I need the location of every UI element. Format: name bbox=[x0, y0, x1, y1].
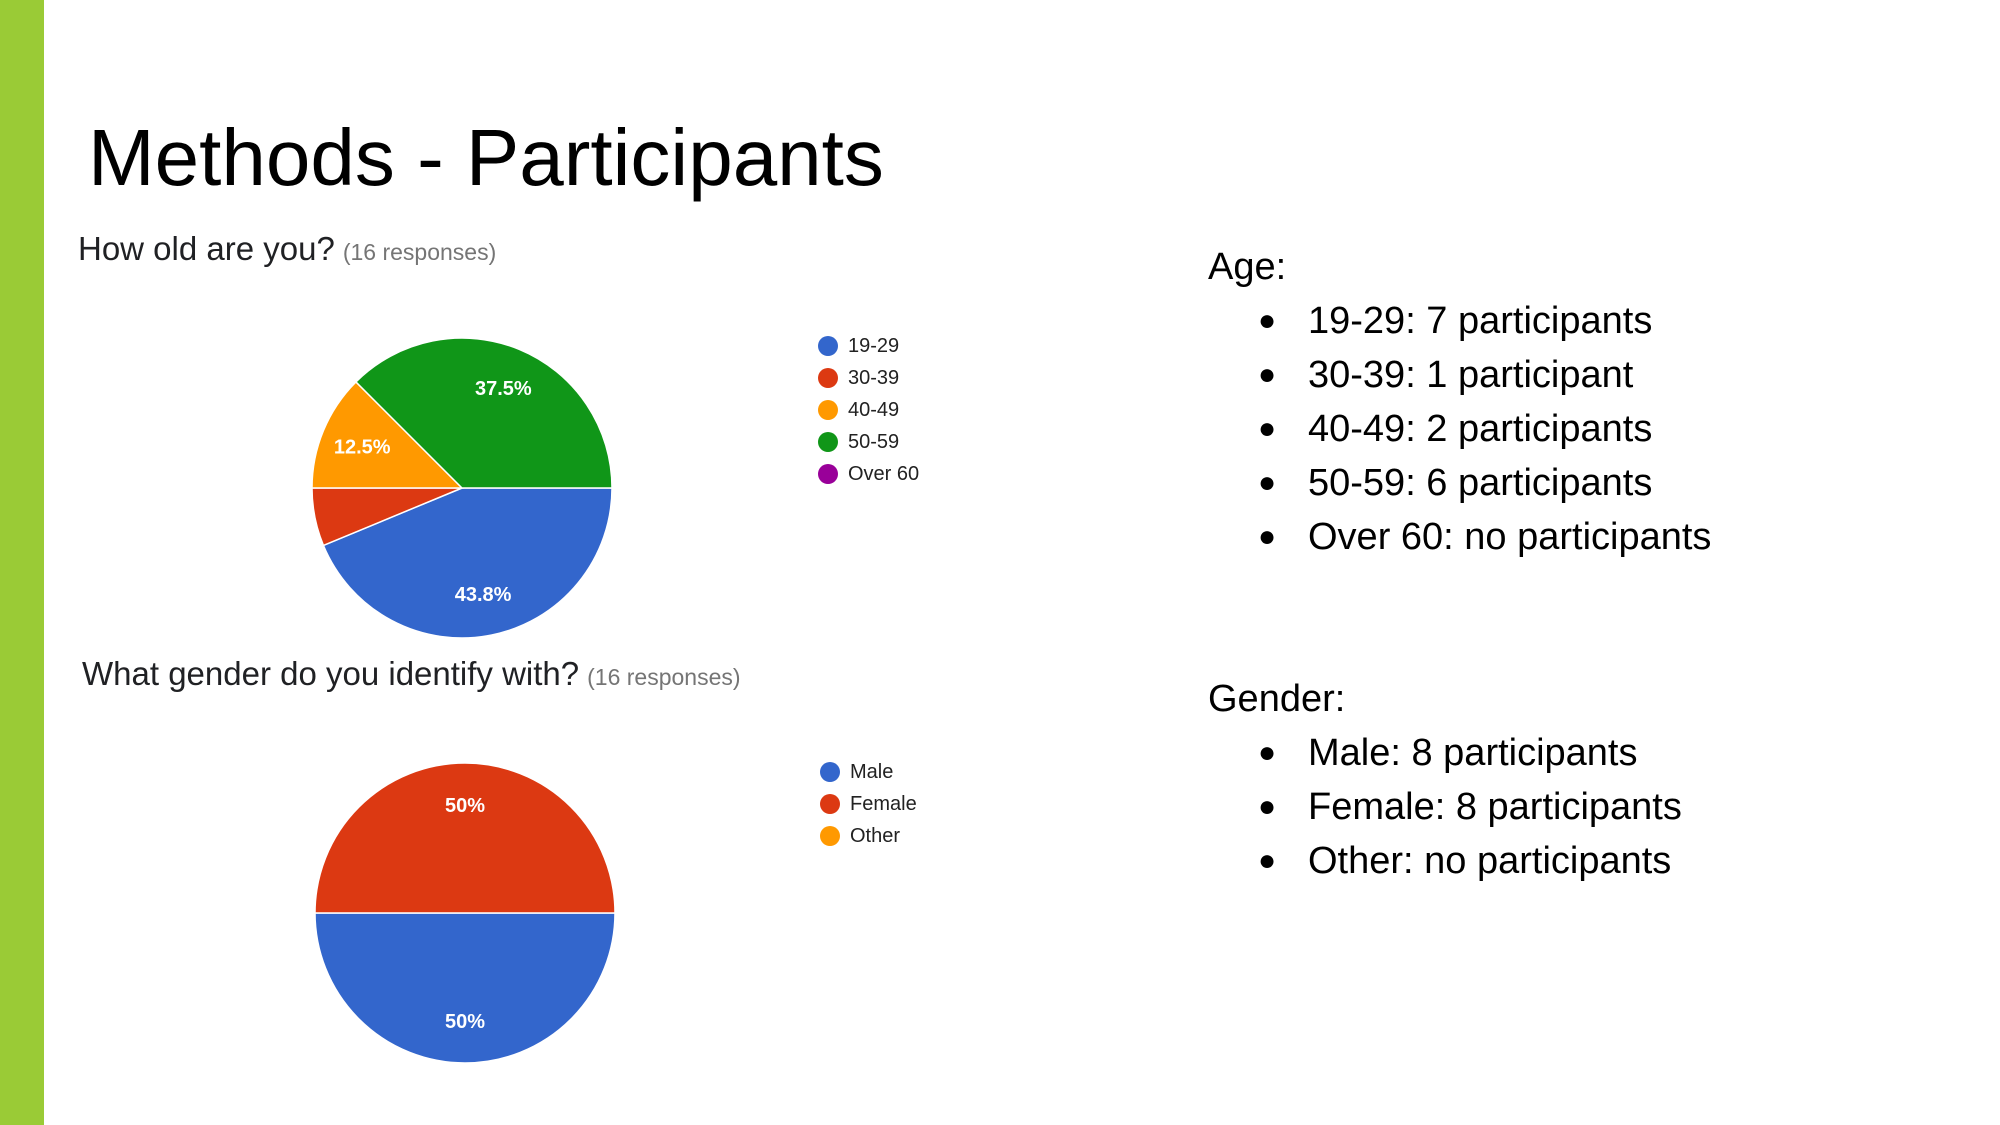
age-slice-19-29 bbox=[322, 487, 613, 639]
gender-summary-list: ● Male: 8 participants ● Female: 8 particip… bbox=[1208, 726, 1682, 888]
age-summary-text: Over 60: no participants bbox=[1308, 516, 1712, 558]
age-summary-heading: Age: bbox=[1208, 246, 1287, 288]
age-legend: 19-29 30-39 40-49 50-59 Over 60 bbox=[818, 330, 919, 490]
age-legend-item: 19-29 bbox=[818, 330, 919, 362]
bullet-icon: ● bbox=[1258, 790, 1277, 823]
age-slice-label: 12.5% bbox=[334, 437, 391, 459]
legend-swatch-icon bbox=[818, 336, 838, 356]
age-summary-item: ● 50-59: 6 participants bbox=[1258, 456, 1711, 510]
slide-title: Methods - Participants bbox=[88, 113, 884, 202]
gender-pie-chart: 50% 50% bbox=[314, 762, 616, 1064]
gender-summary-heading: Gender: bbox=[1208, 678, 1346, 720]
age-legend-item: 40-49 bbox=[818, 394, 919, 426]
age-slice-label: 37.5% bbox=[475, 378, 532, 400]
age-legend-label: 40-49 bbox=[848, 398, 900, 421]
gender-summary-item: ● Female: 8 participants bbox=[1258, 780, 1682, 834]
age-slice-50-59 bbox=[354, 337, 613, 489]
age-summary-item: ● 30-39: 1 participant bbox=[1258, 348, 1711, 402]
legend-swatch-icon bbox=[818, 432, 838, 452]
legend-swatch-icon bbox=[820, 794, 840, 814]
gender-slice-female bbox=[314, 762, 616, 914]
age-chart-title: How old are you? (16 responses) bbox=[78, 232, 496, 265]
age-legend-label: Over 60 bbox=[848, 462, 920, 485]
age-summary-item: ● 40-49: 2 participants bbox=[1258, 402, 1711, 456]
age-question: How old are you? bbox=[78, 230, 335, 267]
age-summary-text: 19-29: 7 participants bbox=[1308, 300, 1653, 342]
legend-swatch-icon bbox=[818, 368, 838, 388]
legend-swatch-icon bbox=[820, 762, 840, 782]
legend-swatch-icon bbox=[820, 826, 840, 846]
gender-slice-male bbox=[314, 912, 616, 1064]
age-summary: Age: ● 19-29: 7 participants ● 30-39: 1 par… bbox=[1208, 248, 1711, 564]
age-summary-list: ● 19-29: 7 participants ● 30-39: 1 particip… bbox=[1208, 294, 1711, 564]
gender-legend-item: Male bbox=[820, 756, 917, 788]
age-summary-item: ● 19-29: 7 participants bbox=[1258, 294, 1711, 348]
age-legend-label: 19-29 bbox=[848, 334, 900, 357]
gender-legend: Male Female Other bbox=[820, 756, 917, 852]
gender-summary-text: Male: 8 participants bbox=[1308, 732, 1638, 774]
bullet-icon: ● bbox=[1258, 304, 1277, 337]
gender-legend-label: Other bbox=[850, 824, 901, 847]
gender-legend-label: Male bbox=[850, 760, 894, 783]
gender-legend-item: Other bbox=[820, 820, 917, 852]
age-legend-item: 30-39 bbox=[818, 362, 919, 394]
age-summary-text: 30-39: 1 participant bbox=[1308, 354, 1634, 396]
gender-summary-text: Other: no participants bbox=[1308, 840, 1672, 882]
gender-chart-title: What gender do you identify with? (16 res… bbox=[82, 657, 741, 690]
bullet-icon: ● bbox=[1258, 466, 1277, 499]
age-summary-text: 40-49: 2 participants bbox=[1308, 408, 1653, 450]
age-slice-40-49 bbox=[311, 380, 464, 489]
gender-summary: Gender: ● Male: 8 participants ● Female: 8 … bbox=[1208, 680, 1682, 888]
gender-slice-label: 50% bbox=[445, 1011, 485, 1033]
age-legend-item: 50-59 bbox=[818, 426, 919, 458]
bullet-icon: ● bbox=[1258, 520, 1277, 553]
age-legend-label: 30-39 bbox=[848, 366, 900, 389]
gender-summary-item: ● Male: 8 participants bbox=[1258, 726, 1682, 780]
gender-legend-label: Female bbox=[850, 792, 917, 815]
age-pie-chart: 43.8% 12.5% 37.5% bbox=[311, 337, 613, 639]
age-legend-label: 50-59 bbox=[848, 430, 900, 453]
bullet-icon: ● bbox=[1258, 412, 1277, 445]
gender-legend-item: Female bbox=[820, 788, 917, 820]
bullet-icon: ● bbox=[1258, 844, 1277, 877]
gender-slice-label: 50% bbox=[445, 795, 485, 817]
age-summary-item: ● Over 60: no participants bbox=[1258, 510, 1711, 564]
gender-question: What gender do you identify with? bbox=[82, 655, 580, 692]
gender-summary-item: ● Other: no participants bbox=[1258, 834, 1682, 888]
age-response-count: (16 responses) bbox=[342, 239, 497, 265]
legend-swatch-icon bbox=[818, 400, 838, 420]
bullet-icon: ● bbox=[1258, 358, 1277, 391]
accent-bar bbox=[0, 0, 44, 1125]
legend-swatch-icon bbox=[818, 464, 838, 484]
age-summary-text: 50-59: 6 participants bbox=[1308, 462, 1653, 504]
gender-summary-text: Female: 8 participants bbox=[1308, 786, 1682, 828]
gender-response-count: (16 responses) bbox=[587, 664, 741, 690]
bullet-icon: ● bbox=[1258, 736, 1277, 769]
age-slice-label: 43.8% bbox=[455, 584, 512, 606]
age-legend-item: Over 60 bbox=[818, 458, 919, 490]
